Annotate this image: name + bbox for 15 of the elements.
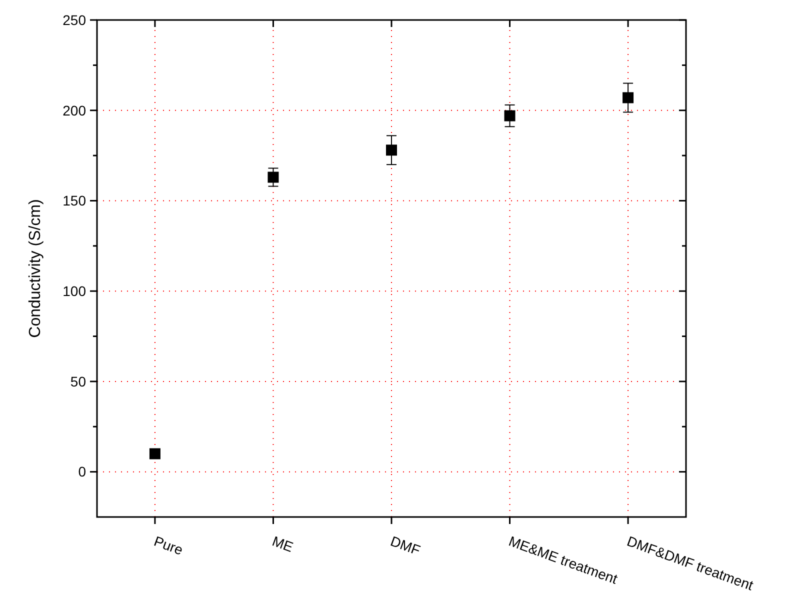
point (268, 172, 279, 183)
point (622, 92, 634, 104)
y-tick-label: 0 (78, 464, 86, 480)
y-tick-label: 150 (62, 192, 86, 209)
y-tick-label: 200 (62, 102, 86, 118)
point (504, 110, 516, 122)
x-tick-label: Pure (152, 532, 186, 558)
x-tick-label: ME (270, 532, 296, 555)
y-axis-title: Conductivity (S/cm) (27, 199, 44, 338)
y-tick-label: 100 (62, 282, 86, 299)
point (149, 448, 160, 460)
y-tick-label: 250 (62, 12, 86, 28)
y-tick-label: 50 (70, 373, 86, 390)
x-tick-label: DMF (388, 532, 422, 558)
point (386, 144, 397, 156)
